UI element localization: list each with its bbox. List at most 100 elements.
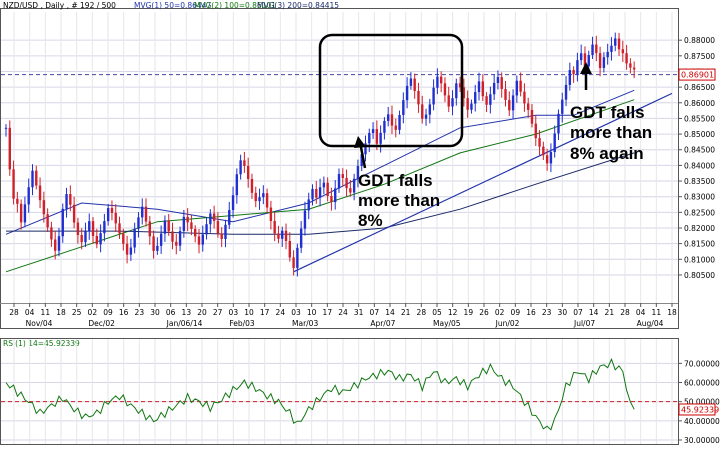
candle-body [337,174,341,189]
rsi-grid-lines [1,339,678,444]
candle-body [345,177,348,189]
candle-body [394,125,397,130]
x-day-label: 02 [495,308,505,317]
candle-body [99,233,102,245]
candle-body [386,114,390,121]
candle-body [583,53,587,67]
candle-body [610,45,613,52]
candle-body [466,98,469,110]
rsi-y-tick-label: 30.00000 [684,436,720,445]
candle-body [235,174,239,196]
rsi-title: RSI(1) 14=45.92339 [3,339,80,348]
current-price-marker: 0.86901 [678,68,716,81]
candle-body [356,166,360,179]
candle-body [349,188,352,193]
candle-body [133,228,136,248]
candle-body [375,129,379,144]
legend-mvg-3: MVG(3) 200=0.84415 [257,1,339,10]
candle-body [262,193,265,198]
candle-body [182,216,186,231]
x-day-label: 04 [25,308,35,317]
candle-body [212,213,216,221]
candle-body [80,234,83,243]
x-day-label: 30 [150,308,160,317]
candle-body [4,127,8,129]
candle-body [281,230,284,239]
price-y-tick-label: 0.84000 [684,161,715,170]
annotation-gdt-1: GDT falls more than 8% [354,136,440,230]
annotation-gdt-2: GDT falls more than 8% again [570,62,652,163]
candle-body [455,83,458,99]
candle-body [561,99,564,114]
grid-lines [1,12,678,303]
candle-body [205,224,208,235]
annotation-arrowhead-1 [354,136,366,148]
candle-body [190,222,193,229]
candle-body [436,76,439,88]
x-day-label: 31 [354,308,364,317]
price-y-tick-label: 0.88000 [684,36,715,45]
candle-body [621,49,625,54]
candle-body [311,188,314,200]
candle-body [239,160,242,175]
candle-body [485,96,488,105]
x-day-label: 14 [589,308,599,317]
rsi-current-marker: 45.92339 [678,403,719,416]
x-month-label: Dec/02 [88,319,115,328]
candle-body [341,174,344,178]
candle-body [568,70,572,85]
x-day-label: 13 [182,308,192,317]
candle-body [492,83,496,95]
candle-body [91,221,95,237]
x-day-label: 17 [323,308,333,317]
candle-body [42,200,46,215]
chart-legend: NZD/USD , Daily , # 192 / 500 MVG(1) 50=… [3,1,339,10]
x-month-label: May/05 [433,319,461,328]
candle-body [38,185,42,201]
candle-body [288,240,292,258]
candle-body [489,94,492,105]
candle-body [383,120,386,133]
candle-body [299,228,303,248]
candle-body [519,80,522,92]
candle-body [84,231,87,243]
candle-body [292,257,295,268]
candle-body [496,77,500,84]
candle-body [352,178,356,193]
price-y-tick-label: 0.82500 [684,208,715,217]
current-price-label: 0.86901 [681,71,714,80]
candle-body [194,228,197,237]
candle-body [322,182,326,188]
x-day-label: 07 [573,308,583,317]
candle-body [508,99,511,111]
x-day-label: 24 [276,308,286,317]
rsi-line [5,357,635,431]
candle-body [557,113,560,134]
x-month-label: Aug/04 [637,319,664,328]
legend-mvg-1: MVG(1) 50=0.86447 [134,1,211,10]
candle-body [122,233,125,244]
candle-body [632,67,636,70]
candle-body [511,95,515,111]
price-y-tick-label: 0.82000 [684,224,715,233]
x-day-label: 12 [448,308,458,317]
candle-body [307,199,310,211]
rsi-panel-frame [0,338,679,445]
candle-body [527,103,530,110]
candle-body [451,98,454,107]
x-day-label: 21 [605,308,615,317]
x-day-label: 23 [135,308,145,317]
x-month-label: Jun/02 [495,319,520,328]
candle-body [65,194,68,209]
candle-body [46,214,49,228]
x-month-label: Jan/06/14 [166,319,203,328]
annotation-2-line-3: 8% again [570,144,644,163]
annotation-1-line-1: GDT falls [358,171,433,190]
candle-body [534,123,537,139]
x-day-label: 20 [197,308,207,317]
candle-body [303,210,307,229]
candle-body [254,192,257,202]
candle-body [447,95,450,107]
candle-body [545,155,549,164]
rsi-series [5,357,635,431]
